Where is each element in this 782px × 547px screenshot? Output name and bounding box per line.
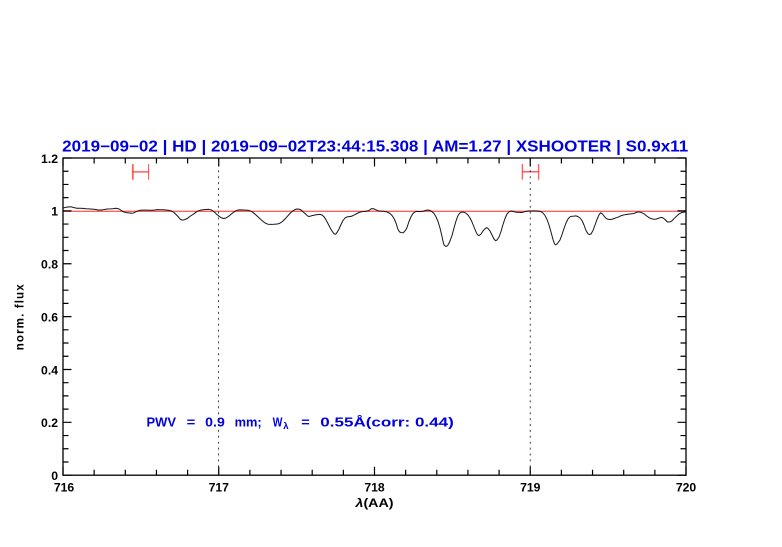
svg-text:716: 716 xyxy=(54,480,75,494)
svg-text:norm. flux: norm. flux xyxy=(14,284,27,351)
svg-text:0.8: 0.8 xyxy=(41,258,58,272)
svg-text:1.2: 1.2 xyxy=(41,152,58,166)
svg-text:1: 1 xyxy=(51,205,58,219)
svg-text:W: W xyxy=(273,414,284,429)
svg-text:0.6: 0.6 xyxy=(41,310,58,324)
svg-text:720: 720 xyxy=(676,480,697,494)
svg-text:2019−09−02 | HD | 2019−09−02T2: 2019−09−02 | HD | 2019−09−02T23:44:15.30… xyxy=(62,138,688,155)
svg-text:0: 0 xyxy=(51,469,58,483)
svg-text:=: = xyxy=(187,414,196,429)
svg-text:mm;: mm; xyxy=(235,414,262,429)
svg-text:0.55Å(corr: 0.44): 0.55Å(corr: 0.44) xyxy=(320,414,454,429)
svg-text:717: 717 xyxy=(209,480,230,494)
svg-text:719: 719 xyxy=(520,480,541,494)
svg-text:0.2: 0.2 xyxy=(41,416,58,430)
svg-text:λ: λ xyxy=(283,421,289,432)
svg-text:718: 718 xyxy=(364,480,385,494)
svg-text:=: = xyxy=(301,414,310,429)
svg-text:PWV: PWV xyxy=(147,414,177,429)
svg-text:λ(AA): λ(AA) xyxy=(354,496,393,510)
svg-text:0.4: 0.4 xyxy=(41,363,58,377)
svg-text:0.9: 0.9 xyxy=(205,414,225,429)
